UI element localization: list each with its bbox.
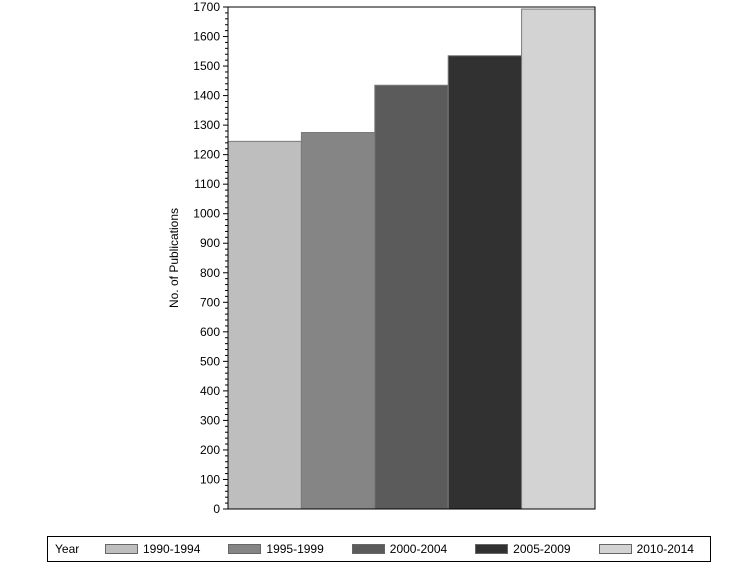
y-tick-label: 1000 xyxy=(193,207,220,221)
bar-2010-2014 xyxy=(522,9,595,509)
bar-1995-1999 xyxy=(301,133,374,510)
legend-swatch xyxy=(105,544,138,554)
y-tick-label: 800 xyxy=(200,266,220,280)
legend-item: 2005-2009 xyxy=(475,542,570,556)
y-tick-label: 600 xyxy=(200,325,220,339)
legend-label: 2000-2004 xyxy=(390,542,447,556)
y-tick-label: 400 xyxy=(200,384,220,398)
y-tick-label: 1500 xyxy=(193,59,220,73)
y-tick-label: 1100 xyxy=(194,177,220,191)
bar-1990-1994 xyxy=(228,141,301,509)
legend-label: 2005-2009 xyxy=(513,542,570,556)
bars-group xyxy=(228,9,595,509)
legend-item: 1995-1999 xyxy=(228,542,323,556)
legend: Year 1990-1994 1995-1999 2000-2004 2005-200… xyxy=(47,536,711,562)
y-tick-label: 200 xyxy=(200,443,220,457)
legend-label: 2010-2014 xyxy=(637,542,694,556)
y-tick-label: 1300 xyxy=(193,118,220,132)
y-tick-label: 1600 xyxy=(193,30,220,44)
y-tick-label: 1200 xyxy=(193,148,220,162)
legend-swatch xyxy=(475,544,508,554)
y-tick-label: 0 xyxy=(213,502,220,516)
legend-item: 1990-1994 xyxy=(105,542,200,556)
legend-label: 1995-1999 xyxy=(266,542,323,556)
legend-title: Year xyxy=(55,542,105,556)
legend-swatch xyxy=(599,544,632,554)
legend-swatch xyxy=(228,544,261,554)
y-tick-label: 900 xyxy=(200,236,220,250)
y-tick-label: 500 xyxy=(200,354,220,368)
y-axis: 0 100 200 300 400 500 600 700 800 900 1000 1100 1200… xyxy=(193,0,228,516)
y-tick-label: 700 xyxy=(200,295,220,309)
bar-2000-2004 xyxy=(375,85,448,509)
y-tick-label: 1400 xyxy=(193,89,220,103)
bar-chart: 0 100 200 300 400 500 600 700 800 900 1000 1100 1200… xyxy=(0,0,756,536)
bar-2005-2009 xyxy=(448,56,521,509)
y-tick-label: 100 xyxy=(200,472,220,486)
y-axis-title: No. of Publications xyxy=(167,208,181,308)
legend-item: 2010-2014 xyxy=(599,542,694,556)
legend-swatch xyxy=(352,544,385,554)
legend-items: 1990-1994 1995-1999 2000-2004 2005-2009 2010… xyxy=(105,542,694,556)
y-tick-label: 300 xyxy=(200,413,220,427)
legend-label: 1990-1994 xyxy=(143,542,200,556)
legend-item: 2000-2004 xyxy=(352,542,447,556)
y-tick-label: 1700 xyxy=(193,0,220,14)
